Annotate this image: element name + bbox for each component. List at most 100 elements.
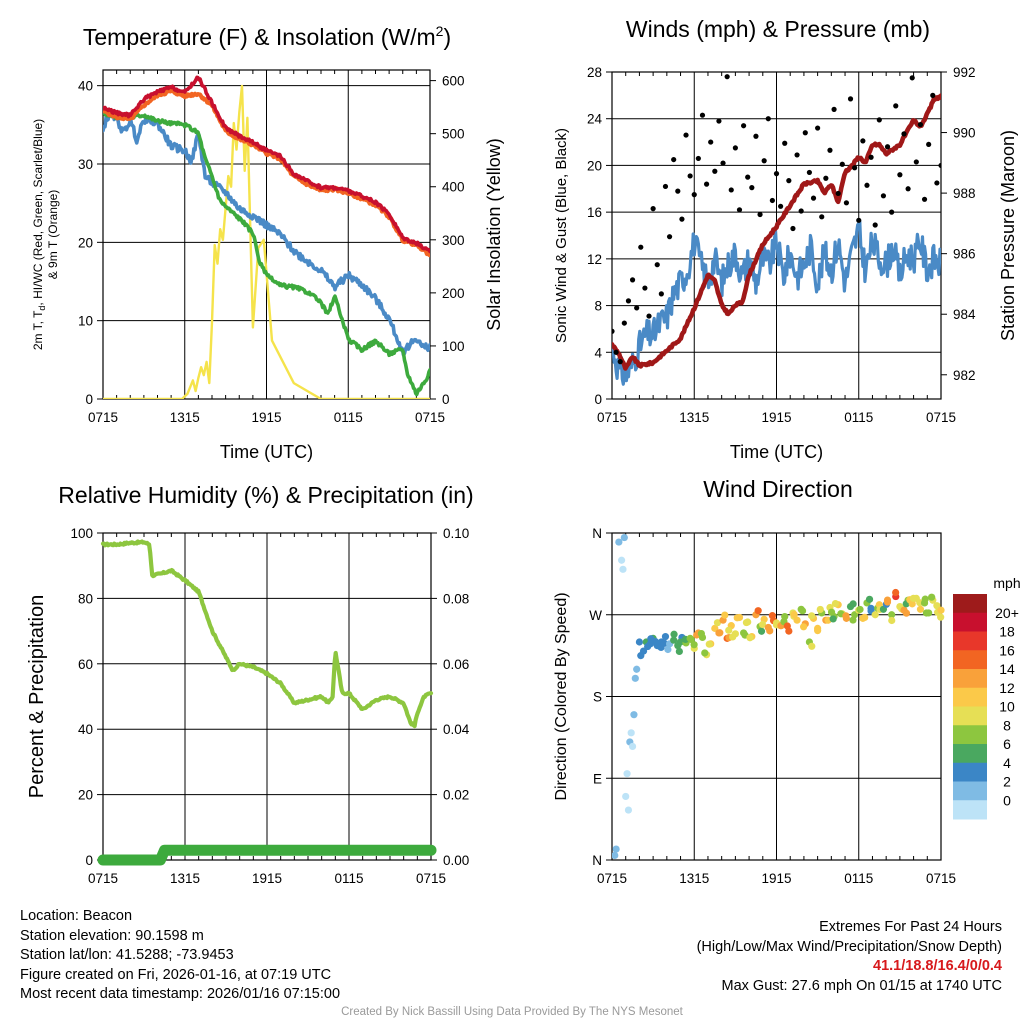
direction-point [799, 623, 808, 631]
gust-point [852, 165, 858, 171]
direction-point [675, 647, 683, 656]
extremes-values: 41.1/18.8/16.4/0/0.4 [873, 958, 1002, 974]
direction-point [766, 627, 774, 635]
direction-point [721, 611, 729, 619]
gust-point [802, 130, 808, 136]
x-tick-label: 1915 [251, 410, 281, 425]
y-right-tick-label: 400 [442, 180, 465, 195]
direction-point [733, 614, 741, 622]
direction-point [856, 605, 864, 614]
direction-point [651, 637, 659, 646]
y-right-axis-label: Solar Insolation (Yellow) [484, 138, 504, 330]
y-left-axis-label: Sonic Wind & Gust (Blue, Black) [553, 128, 570, 343]
y-left-tick-label: 12 [587, 252, 602, 267]
gust-point [843, 200, 850, 206]
gust-point [650, 206, 656, 212]
gust-point [638, 244, 644, 250]
gust-point [897, 172, 903, 178]
temperature-series [103, 75, 430, 399]
chart-title: Relative Humidity (%) & Precipitation (i… [58, 482, 473, 508]
gust-point [835, 190, 841, 197]
gust-point [683, 132, 689, 138]
humidity-series [97, 539, 437, 866]
gust-point [938, 162, 941, 169]
x-tick-label: 0115 [334, 410, 363, 425]
direction-point [831, 599, 840, 608]
gust-point [687, 173, 693, 179]
wind-series [612, 74, 941, 386]
gust-point [790, 225, 796, 232]
chart-title: Winds (mph) & Pressure (mb) [626, 16, 930, 42]
y-left-tick-label: N [592, 853, 602, 868]
gust-point [934, 180, 940, 186]
direction-point [892, 588, 900, 597]
direction-point [690, 641, 698, 649]
y-left-tick-label: 0 [85, 853, 93, 868]
relative-humidity-line [100, 539, 434, 729]
gust-point [909, 75, 915, 81]
y-left-tick-label: 30 [78, 157, 93, 172]
direction-point [922, 609, 930, 617]
y-left-tick-label: 4 [594, 345, 602, 360]
y-left-tick-label: 100 [70, 526, 93, 541]
gust-point [671, 156, 677, 163]
direction-point [928, 593, 936, 601]
x-tick-label: 0115 [334, 871, 363, 886]
humidity-precip-chart: 0715 1315 1915 0115 0715 0 20 40 60 80 100 0.00 0.02… [26, 482, 474, 886]
x-tick-label: 1315 [679, 871, 709, 886]
gust-point [736, 207, 743, 213]
direction-point [909, 594, 918, 602]
gust-point [745, 174, 751, 180]
gust-point [695, 155, 701, 162]
gust-point [889, 209, 895, 215]
gust-point [794, 152, 800, 158]
y-right-tick-label: 200 [442, 286, 465, 301]
gust-point [864, 182, 870, 188]
station-pressure-line [612, 93, 941, 371]
gust-point [691, 192, 697, 198]
gust-point [782, 140, 788, 146]
colorbar-label: 20+ [995, 605, 1019, 621]
precipitation-line [97, 844, 437, 866]
y-right-tick-label: 992 [953, 65, 976, 80]
x-tick-label: 0715 [926, 410, 956, 425]
direction-point [916, 605, 925, 613]
y-left-tick-label: N [592, 526, 602, 541]
extremes-title: Extremes For Past 24 Hours [819, 919, 1002, 935]
y-left-tick-label: 0 [85, 392, 93, 407]
colorbar-swatch [953, 594, 987, 614]
y-left-tick-label: W [589, 608, 602, 623]
gust-point [724, 74, 730, 80]
y-right-tick-label: 0 [442, 392, 450, 407]
colorbar-swatch [953, 800, 987, 820]
gust-point [798, 208, 804, 214]
colorbar-label: 14 [999, 661, 1015, 677]
gust-point [712, 168, 718, 174]
x-tick-label: 1915 [761, 410, 791, 425]
gust-point [612, 328, 615, 334]
direction-point [713, 619, 722, 627]
gust-point [917, 121, 924, 128]
extremes-subtitle: (High/Low/Max Wind/Precipitation/Snow De… [696, 938, 1002, 955]
y-right-tick-label: 990 [953, 126, 976, 141]
y-right-tick-label: 0.02 [443, 788, 469, 803]
recent-text: Most recent data timestamp: 2026/01/16 0… [20, 986, 341, 1002]
gust-point [819, 214, 825, 220]
direction-point [849, 600, 857, 608]
direction-point [627, 729, 635, 737]
gust-point [872, 222, 878, 228]
gust-point [720, 160, 726, 166]
gust-point [634, 305, 640, 311]
direction-point [937, 606, 945, 614]
colorbar-label: 4 [1003, 755, 1011, 771]
gust-point [884, 144, 891, 150]
direction-point [661, 632, 670, 641]
gust-point [753, 133, 759, 139]
y-right-tick-label: 984 [953, 307, 976, 322]
gust-point [880, 193, 887, 199]
direction-point [871, 611, 879, 619]
direction-point [793, 616, 801, 624]
gust-point [728, 187, 734, 193]
colorbar-label: 8 [1003, 717, 1011, 733]
station-info: Location: Beacon Station elevation: 90.1… [20, 907, 340, 1005]
